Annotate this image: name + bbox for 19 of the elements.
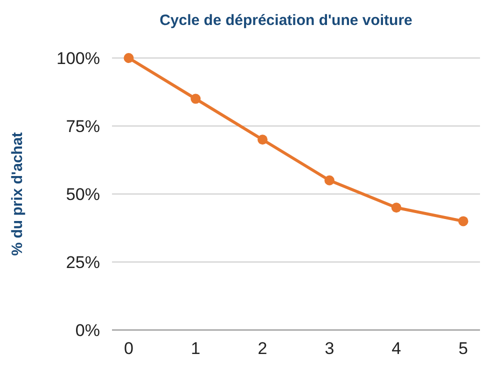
y-tick-label: 75%	[66, 116, 100, 136]
point	[258, 134, 268, 145]
y-tick-label: 100%	[56, 48, 100, 68]
point	[190, 94, 201, 104]
chart-title: Cycle de dépréciation d'une voiture	[160, 12, 412, 29]
y-tick-label: 0%	[75, 320, 100, 340]
y-tick-label: 50%	[66, 184, 100, 204]
point	[458, 216, 468, 226]
y-tick-label: 25%	[66, 252, 100, 272]
x-tick-label: 5	[458, 339, 468, 358]
point	[324, 175, 334, 186]
point	[124, 53, 134, 63]
point	[391, 202, 402, 213]
x-tick-label: 0	[124, 339, 134, 358]
x-tick-label: 4	[392, 339, 402, 358]
x-tick-label: 1	[190, 339, 200, 358]
y-axis-title: % du prix d'achat	[9, 132, 26, 256]
x-tick-label: 3	[324, 339, 334, 358]
x-tick-label: 2	[258, 339, 268, 358]
